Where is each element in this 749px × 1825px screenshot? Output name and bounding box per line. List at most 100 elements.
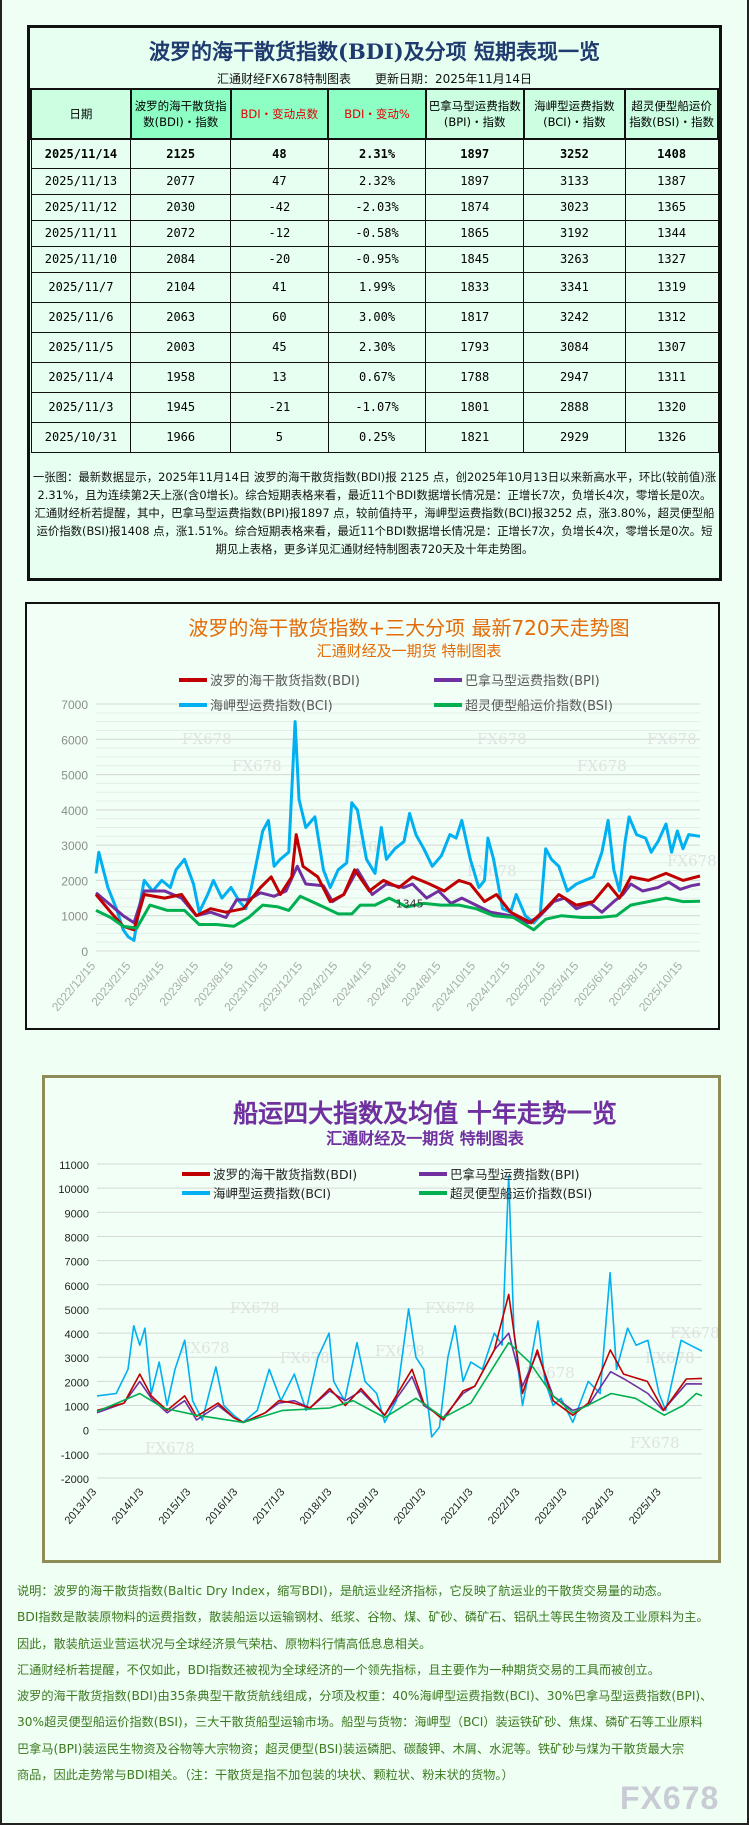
table-cell: 2.31% xyxy=(327,138,427,169)
watermark-text: FX678 xyxy=(230,1299,280,1317)
y-tick-label: 3000 xyxy=(61,839,88,853)
x-tick-label: 2023/1/3 xyxy=(533,1486,570,1527)
table-cell: 1311 xyxy=(624,361,719,393)
x-tick-label: 2025/1/3 xyxy=(627,1486,664,1527)
table-cell: 1793 xyxy=(425,331,525,363)
watermark-text: FX678 xyxy=(667,852,717,870)
note-line: 30%超灵便型船运价指数(BSI)，三大干散货船型运输市场。船型与货物：海岬型（… xyxy=(17,1715,703,1730)
y-tick-label: 11000 xyxy=(59,1160,89,1172)
table-cell: -21 xyxy=(230,391,329,423)
table-cell: 47 xyxy=(230,167,329,195)
y-tick-label: 0 xyxy=(81,945,88,959)
table-cell: 1897 xyxy=(425,138,525,169)
y-tick-label: 4000 xyxy=(61,804,88,818)
note-line: BDI指数是散装原物料的运费指数，散装船运以运输钢材、纸浆、谷物、煤、矿砂、磷矿… xyxy=(17,1610,709,1625)
x-tick-label: 2022/12/15 xyxy=(49,959,99,1014)
x-tick-label: 2017/1/3 xyxy=(251,1486,288,1527)
legend-label-bsi: 超灵便型船运价指数(BSI) xyxy=(465,699,613,714)
x-tick-label: 2016/1/3 xyxy=(204,1486,241,1527)
data-label: 1345 xyxy=(396,898,424,911)
table-cell: 2084 xyxy=(130,245,232,273)
table-cell: -2.03% xyxy=(327,193,427,221)
table-cell: 1312 xyxy=(624,301,719,333)
y-tick-label: 6000 xyxy=(65,1281,89,1293)
x-tick-label: 2021/1/3 xyxy=(439,1486,476,1527)
table-cell: 2003 xyxy=(130,331,232,363)
column-header: 超灵便型船运价指数(BSI)・指数 xyxy=(624,88,719,140)
table-cell: 2.30% xyxy=(327,331,427,363)
chart-title: 波罗的海干散货指数+三大分项 最新720天走势图 xyxy=(188,616,629,640)
watermark-text: FX678 xyxy=(180,1339,230,1357)
legend-label-bpi: 巴拿马型运费指数(BPI) xyxy=(465,673,600,689)
chart-ten-year: -2000 -1000 0 1000 2000 3000 4000 5000 6000 7000 8… xyxy=(42,1075,721,1563)
table-cell: -0.58% xyxy=(327,219,427,247)
y-tick-label: 3000 xyxy=(65,1353,89,1365)
column-header: BDI・变动% xyxy=(327,88,427,140)
y-tick-label: 6000 xyxy=(61,733,88,747)
table-cell: 2025/11/11 xyxy=(30,219,132,247)
table-cell: 1326 xyxy=(624,421,719,453)
table-cell: 1387 xyxy=(624,167,719,195)
table-cell: 3252 xyxy=(523,138,626,169)
table-cell: 41 xyxy=(230,271,329,303)
column-header: 日期 xyxy=(30,88,132,140)
x-tick-label: 2022/1/3 xyxy=(486,1486,523,1527)
note-line: 波罗的海干散货指数(BDI)由35条典型干散货航线组成，分项及权重：40%海岬型… xyxy=(17,1689,713,1704)
watermark-text: FX678 xyxy=(525,1364,575,1382)
table-cell: 2888 xyxy=(523,391,626,423)
table-cell: 3133 xyxy=(523,167,626,195)
table-cell: 2077 xyxy=(130,167,232,195)
table-cell: -20 xyxy=(230,245,329,273)
chart-subtitle: 汇通财经及一期货 特制图表 xyxy=(326,1129,525,1148)
table-cell: 1817 xyxy=(425,301,525,333)
x-tick-label: 2018/1/3 xyxy=(298,1486,335,1527)
table-cell: 2104 xyxy=(130,271,232,303)
watermark-text: FX678 xyxy=(577,757,627,775)
series-line-bpi xyxy=(95,864,701,925)
table-cell: 0.25% xyxy=(327,421,427,453)
table-row: 2025/11/13 2077 47 2.32% 1897 3133 1387 xyxy=(30,167,719,195)
column-header: 巴拿马型运费指数(BPI)・指数 xyxy=(424,88,525,140)
table-cell: 3.00% xyxy=(327,301,427,333)
y-tick-label: 8000 xyxy=(65,1232,89,1244)
column-header: 海岬型运费指数(BCI)・指数 xyxy=(522,88,627,140)
watermark-text: FX678 xyxy=(647,730,697,748)
column-header: 波罗的海干散货指数(BDI)・指数 xyxy=(129,88,232,140)
table-cell: 1945 xyxy=(130,391,232,423)
watermark-text: FX678 xyxy=(630,1434,680,1452)
table-cell: 1897 xyxy=(425,167,525,195)
table-cell: 2072 xyxy=(130,219,232,247)
table-cell: 3341 xyxy=(523,271,626,303)
table-row: 2025/11/14 2125 48 2.31% 1897 3252 1408 xyxy=(30,138,719,169)
table-cell: 2025/10/31 xyxy=(30,421,132,453)
legend-label-bdi: 波罗的海干散货指数(BDI) xyxy=(213,1167,357,1182)
y-tick-label: -1000 xyxy=(61,1450,89,1462)
series-line-bsi xyxy=(95,894,701,932)
table-cell: 1865 xyxy=(425,219,525,247)
watermark-text: FX678 xyxy=(280,1349,330,1367)
table-cell: 2025/11/10 xyxy=(30,245,132,273)
watermark-text: FX678 xyxy=(182,730,232,748)
table-row: 2025/11/10 2084 -20 -0.95% 1845 3263 1327 xyxy=(30,245,719,273)
table-cell: 45 xyxy=(230,331,329,363)
y-tick-label: 10000 xyxy=(58,1184,89,1196)
table-cell: 1307 xyxy=(624,331,719,363)
chart-720-day-svg: 01000200030004000500060007000FX678FX678F… xyxy=(49,616,717,1014)
table-cell: 1365 xyxy=(624,193,719,221)
table-cell: 2025/11/5 xyxy=(30,331,132,363)
table-cell: 3023 xyxy=(523,193,626,221)
table-title: 波罗的海干散货指数(BDI)及分项 短期表现一览 xyxy=(149,39,600,64)
y-tick-label: 7000 xyxy=(61,698,88,712)
fx678-watermark-logo: FX678 xyxy=(620,1780,720,1816)
series-line-bdi xyxy=(96,1293,703,1424)
legend-label-bpi: 巴拿马型运费指数(BPI) xyxy=(450,1167,580,1182)
table-cell: 1408 xyxy=(624,138,719,169)
table-cell: 1821 xyxy=(425,421,525,453)
legend-label-bsi: 超灵便型船运价指数(BSI) xyxy=(450,1186,592,1201)
y-tick-label: 4000 xyxy=(65,1329,89,1341)
table-cell: 1320 xyxy=(624,391,719,423)
table-cell: -1.07% xyxy=(327,391,427,423)
table-cell: 1874 xyxy=(425,193,525,221)
x-tick-label: 2013/1/3 xyxy=(63,1486,100,1527)
